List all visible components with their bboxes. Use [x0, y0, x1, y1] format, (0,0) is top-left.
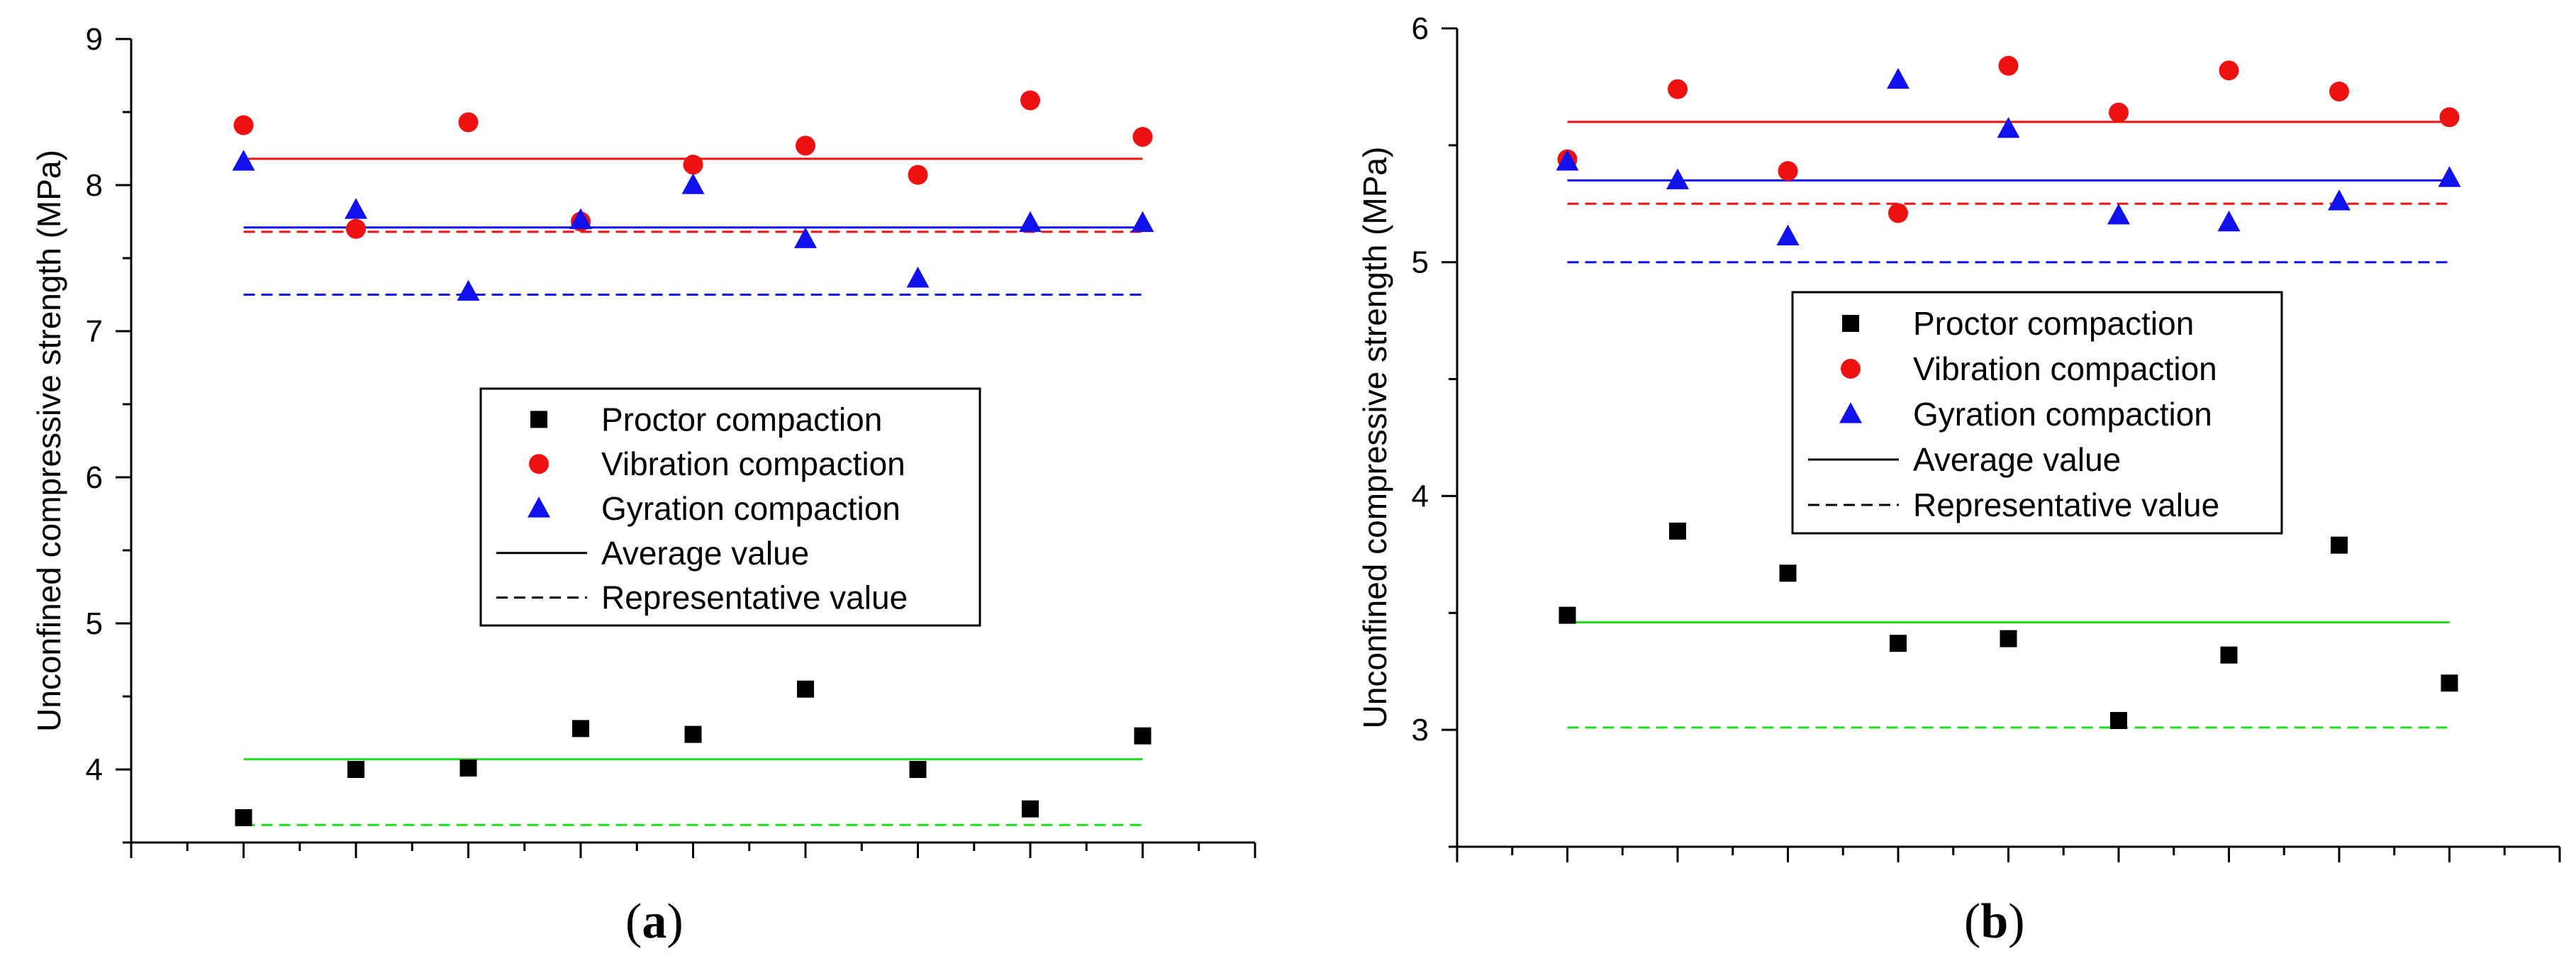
- legend-entry-label: Vibration compaction: [601, 445, 905, 482]
- data-point-triangle: [1666, 168, 1689, 189]
- y-tick-label: 6: [86, 460, 103, 495]
- data-point-square: [2331, 536, 2348, 554]
- legend-entry-label: Gyration compaction: [1913, 396, 2212, 433]
- y-tick-label: 3: [1412, 713, 1429, 747]
- data-point-circle: [1778, 161, 1798, 182]
- data-point-circle: [2329, 82, 2349, 102]
- y-tick-label: 6: [1412, 11, 1429, 46]
- data-point-square: [684, 725, 702, 743]
- data-point-square: [2000, 630, 2017, 647]
- data-point-circle: [1020, 90, 1040, 111]
- data-point-square: [2110, 711, 2127, 729]
- legend-marker-circle: [529, 454, 549, 474]
- data-point-square: [347, 761, 364, 778]
- data-point-circle: [233, 115, 254, 135]
- data-point-square: [235, 808, 252, 826]
- legend-entry-label: Proctor compaction: [601, 401, 882, 438]
- y-tick-label: 9: [86, 22, 103, 57]
- data-point-square: [459, 759, 477, 777]
- data-point-circle: [1998, 55, 2019, 76]
- data-point-triangle: [569, 208, 592, 230]
- data-point-circle: [908, 165, 928, 185]
- panel-b-chart: 3 4 5 6 Unconfined compressive strength (MPa…: [1356, 11, 2561, 949]
- legend-entry-label: Gyration compaction: [601, 490, 901, 527]
- data-point-triangle: [1131, 211, 1154, 233]
- data-point-circle: [1668, 79, 1688, 99]
- data-point-square: [909, 761, 927, 778]
- y-tick-label: 4: [1412, 479, 1429, 513]
- data-point-square: [1890, 635, 1907, 652]
- data-point-circle: [2219, 60, 2239, 81]
- legend-entry-label: Representative value: [1913, 486, 2219, 523]
- legend-box: [1791, 291, 2283, 535]
- data-point-triangle: [232, 150, 255, 171]
- data-point-triangle: [457, 279, 480, 301]
- panel-a-chart: 4 5 6 7 8 9 Unconfined compressive strength (M…: [30, 22, 1256, 949]
- data-point-square: [1022, 800, 1039, 818]
- data-point-circle: [1888, 203, 1908, 223]
- data-point-circle: [458, 112, 479, 133]
- y-tick-label: 5: [1412, 245, 1429, 280]
- legend-box: [479, 387, 981, 627]
- y-axis-label: Unconfined compressive strength (MPa): [30, 150, 67, 732]
- data-point-triangle: [794, 227, 817, 248]
- data-point-circle: [2109, 102, 2129, 123]
- y-tick-label: 8: [86, 168, 103, 203]
- legend-marker-square: [530, 411, 547, 428]
- panel-label: (b): [1964, 894, 2025, 949]
- y-tick-label: 4: [86, 752, 103, 787]
- data-point-circle: [2439, 107, 2460, 128]
- data-point-triangle: [2328, 189, 2351, 211]
- legend-entry-label: Average value: [601, 535, 809, 572]
- data-point-triangle: [1556, 150, 1579, 171]
- data-point-triangle: [906, 267, 930, 288]
- data-point-square: [2220, 646, 2238, 664]
- legend-entry-label: Average value: [1913, 441, 2121, 478]
- legend-marker-triangle: [1839, 402, 1862, 423]
- data-point-triangle: [1776, 224, 1800, 246]
- y-axis-label: Unconfined compressive strength (MPa): [1356, 147, 1393, 729]
- data-point-square: [572, 720, 589, 738]
- data-point-triangle: [681, 173, 705, 194]
- data-point-square: [2441, 674, 2458, 692]
- data-point-circle: [346, 218, 366, 239]
- y-tick-label: 5: [86, 606, 103, 641]
- data-point-circle: [796, 135, 815, 156]
- legend-entry-label: Representative value: [601, 579, 908, 616]
- legend-entry-label: Proctor compaction: [1913, 305, 2194, 342]
- panel-label: (a): [625, 894, 684, 949]
- legend-marker-square: [1842, 315, 1859, 332]
- data-point-square: [1134, 727, 1152, 745]
- data-point-triangle: [345, 198, 367, 219]
- data-point-circle: [683, 155, 703, 175]
- y-tick-label: 7: [86, 314, 103, 349]
- legend-marker-circle: [1841, 359, 1861, 379]
- data-point-triangle: [1019, 211, 1042, 233]
- data-point-square: [1559, 606, 1576, 624]
- data-point-triangle: [1887, 67, 1909, 89]
- data-point-square: [1779, 565, 1797, 582]
- legend-entry-label: Vibration compaction: [1913, 350, 2217, 387]
- data-point-square: [797, 680, 814, 698]
- data-point-circle: [1132, 127, 1153, 148]
- data-point-triangle: [2107, 203, 2130, 225]
- data-point-triangle: [1997, 116, 2020, 138]
- data-point-square: [1669, 522, 1686, 540]
- data-point-triangle: [2438, 166, 2461, 187]
- data-point-triangle: [2217, 210, 2241, 232]
- legend-marker-triangle: [528, 496, 550, 518]
